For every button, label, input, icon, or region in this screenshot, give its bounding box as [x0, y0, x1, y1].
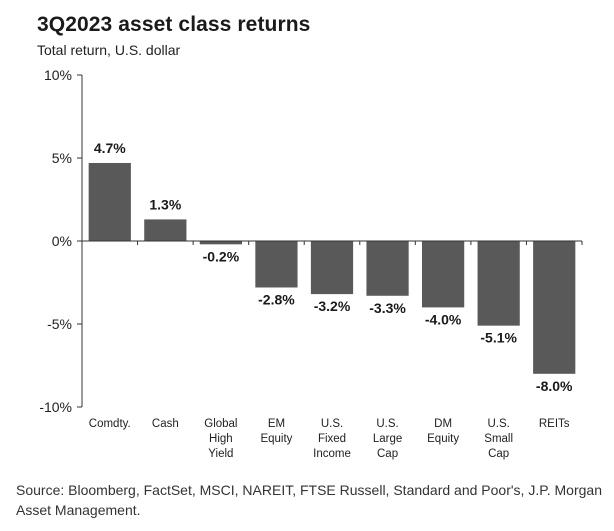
bar — [88, 162, 131, 241]
chart-subtitle: Total return, U.S. dollar — [37, 42, 181, 58]
x-tick-label: Comdty. — [89, 418, 131, 430]
bar — [144, 219, 187, 241]
x-tick-label: High — [209, 433, 233, 445]
bar — [366, 241, 409, 296]
x-tick-label: Equity — [427, 433, 459, 445]
x-tick-label: Small — [484, 433, 513, 445]
x-tick-label: U.S. — [321, 418, 343, 430]
x-tick-label: Income — [313, 448, 351, 460]
x-tick-label: Global — [204, 418, 237, 430]
bar — [310, 241, 354, 295]
data-label: -3.2% — [314, 298, 351, 314]
bar — [533, 241, 576, 374]
x-tick-label: Yield — [208, 448, 233, 460]
bar — [199, 241, 242, 245]
y-tick-label: 0% — [52, 233, 72, 249]
bar-chart: 4.7% 1.3% -0.2% -2.8% -3.2% -3.3% -4.0% -5.1% -8… — [39, 67, 583, 460]
x-tick-label: U.S. — [487, 418, 509, 430]
bars — [88, 162, 576, 374]
data-label: -2.8% — [258, 291, 295, 307]
x-tick-label: EM — [268, 418, 285, 430]
y-tick-label: -5% — [47, 316, 72, 332]
data-label: -5.1% — [480, 330, 517, 346]
x-tick-label: Cap — [377, 448, 398, 460]
bar — [422, 241, 465, 308]
x-tick-label: DM — [434, 418, 452, 430]
x-tick-label: REITs — [539, 418, 570, 430]
x-axis-labels: Comdty. Cash Global High Yield EM Equity U.S. Fi… — [89, 418, 570, 460]
x-tick-label: U.S. — [376, 418, 398, 430]
source-note: Source: Bloomberg, FactSet, MSCI, NAREIT… — [16, 482, 602, 518]
x-tick-label: Large — [373, 433, 402, 445]
y-tick-label: 10% — [44, 67, 72, 83]
x-tick-label: Equity — [260, 433, 292, 445]
data-label: -3.3% — [369, 300, 406, 316]
data-label: 4.7% — [94, 140, 126, 156]
bar — [255, 241, 298, 288]
data-labels: 4.7% 1.3% -0.2% -2.8% -3.2% -3.3% -4.0% -5.1% -8… — [94, 140, 573, 394]
data-label: -8.0% — [536, 378, 573, 394]
y-axis: 10% 5% 0% -5% -10% — [39, 67, 583, 415]
x-tick-label: Fixed — [318, 433, 346, 445]
x-tick-label: Cap — [488, 448, 509, 460]
y-tick-label: 5% — [52, 150, 72, 166]
data-label: 1.3% — [149, 196, 181, 212]
bar — [477, 241, 520, 326]
x-tick-label: Cash — [152, 418, 179, 430]
data-label: -4.0% — [425, 311, 462, 327]
data-label: -0.2% — [203, 248, 240, 264]
chart-title: 3Q2023 asset class returns — [37, 13, 311, 36]
y-tick-label: -10% — [39, 399, 72, 415]
